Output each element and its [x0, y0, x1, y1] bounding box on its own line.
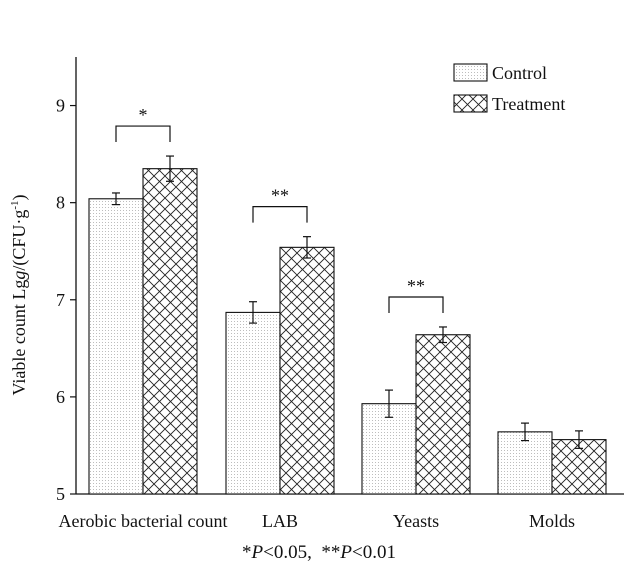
x-tick-label: LAB — [262, 511, 298, 531]
y-tick-label: 6 — [56, 387, 65, 407]
legend-label-control: Control — [492, 63, 547, 83]
footnote-p2: P — [340, 542, 352, 563]
y-axis-label-close: ) — [9, 194, 30, 200]
footnote-rest2: <0.01 — [351, 542, 396, 563]
legend-swatch-treatment — [453, 94, 488, 113]
legend-swatch-control — [453, 63, 488, 82]
bar-treatment — [415, 334, 471, 495]
y-tick-label: 5 — [56, 484, 65, 504]
significance-bracket — [388, 296, 444, 313]
significance-label: * — [139, 105, 148, 125]
bar-control — [361, 403, 417, 495]
bar-control — [88, 198, 144, 495]
x-tick-label: Yeasts — [393, 511, 439, 531]
y-axis-label-sup: -1 — [9, 200, 21, 209]
y-tick-label: 9 — [56, 96, 65, 116]
y-tick-label: 7 — [56, 290, 65, 310]
significance-bracket — [115, 125, 171, 143]
y-axis-label-prefix: Viable count Lg — [9, 280, 29, 396]
significance-label: ** — [271, 186, 289, 206]
legend-label-treatment: Treatment — [492, 94, 565, 114]
y-ticks: 5 6 7 8 9 — [56, 96, 76, 504]
legend: Control Treatment — [453, 63, 565, 114]
significance-brackets: ***** — [115, 105, 444, 313]
bars — [88, 168, 607, 495]
y-tick-label: 8 — [56, 193, 65, 213]
x-tick-label: Aerobic bacterial count — [59, 511, 228, 531]
bar-control — [497, 431, 553, 495]
footnote-star2: ** — [321, 542, 341, 563]
bar-treatment — [142, 168, 198, 495]
y-axis-label-suffix: /(CFU·g — [9, 210, 30, 271]
bar-treatment — [279, 246, 335, 495]
footnote-star1: * — [242, 542, 252, 563]
significance-footnote: *P<0.05, **P<0.01 — [0, 542, 638, 564]
significance-bracket — [252, 206, 308, 223]
significance-label: ** — [407, 276, 425, 296]
y-axis-label-italic: g — [9, 271, 29, 280]
bar-control — [225, 311, 281, 495]
error-bars — [112, 155, 583, 449]
footnote-p1: P — [251, 542, 264, 563]
y-axis-label: Viable count Lgg/(CFU·g-1) — [9, 194, 30, 395]
x-tick-label: Molds — [529, 511, 575, 531]
x-tick-labels: Aerobic bacterial count LAB Yeasts Molds — [59, 511, 575, 531]
footnote-rest1: <0.05, — [263, 542, 312, 563]
